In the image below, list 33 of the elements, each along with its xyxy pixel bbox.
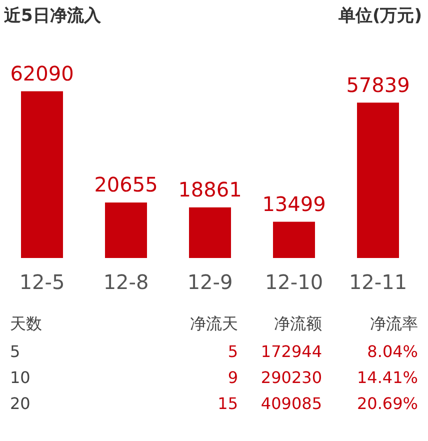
text: 天数 — [9, 314, 43, 335]
bar — [189, 207, 231, 258]
text: 409085 — [260, 394, 322, 413]
x-tick-label: 12-10 — [264, 270, 324, 294]
text: 9 — [226, 368, 238, 387]
data-label: 20655 — [94, 172, 158, 197]
text: 净流天 — [189, 314, 238, 335]
text: 172944 — [260, 342, 322, 361]
x-tick-label: 12-5 — [19, 270, 65, 294]
bar — [105, 202, 147, 258]
text: 8.04% — [366, 342, 418, 361]
text: 5 — [9, 342, 22, 361]
chart-title: 近5日净流入 — [4, 5, 101, 27]
text: 10 — [9, 368, 32, 387]
bar — [357, 102, 399, 258]
data-label: 62090 — [10, 61, 74, 86]
x-tick-label: 12-9 — [187, 270, 233, 294]
text: 14.41% — [356, 368, 418, 387]
text: 15 — [216, 394, 238, 413]
data-label: 57839 — [346, 72, 410, 97]
bar — [273, 222, 315, 258]
text: 净流额 — [273, 314, 322, 335]
text: 单位(万元) — [338, 5, 422, 27]
data-label: 13499 — [262, 192, 326, 216]
x-tick-label: 12-8 — [103, 270, 149, 294]
x-tick-label: 12-11 — [348, 270, 408, 294]
text: 净流率 — [369, 314, 418, 335]
bar — [21, 91, 63, 258]
text: 20 — [9, 394, 32, 413]
data-label: 18861 — [178, 178, 242, 202]
text: 5 — [226, 342, 238, 361]
text: 290230 — [260, 368, 322, 387]
text: 20.69% — [356, 394, 418, 413]
